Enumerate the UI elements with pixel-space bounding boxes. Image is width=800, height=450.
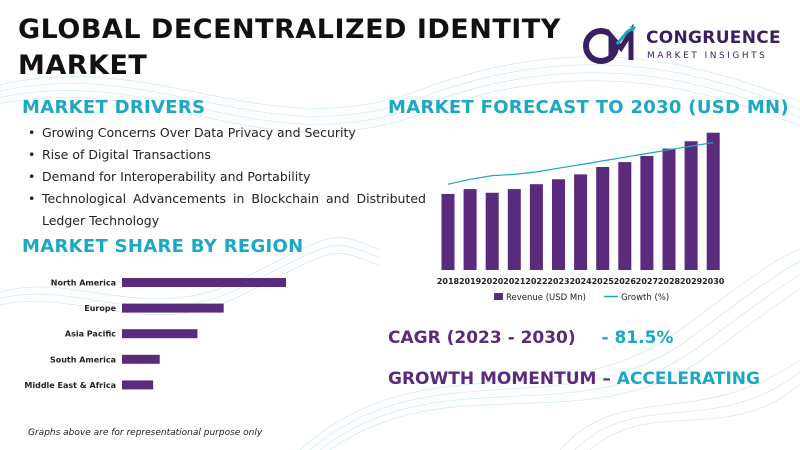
logo-cm-icon (583, 24, 636, 64)
year-tick-label: 2018 (437, 277, 460, 286)
region-bar (122, 329, 198, 339)
revenue-bar (618, 162, 632, 270)
revenue-bar (574, 174, 588, 270)
momentum-value: ACCELERATING (616, 369, 760, 389)
region-bar (122, 380, 154, 390)
legend-revenue-label: Revenue (USD Mn) (506, 293, 586, 303)
disclaimer-note: Graphs above are for representational pu… (28, 428, 263, 438)
revenue-bar (507, 189, 521, 270)
year-tick-label: 2030 (702, 277, 725, 286)
region-bar (122, 354, 160, 364)
revenue-bar (441, 193, 455, 270)
driver-item: Growing Concerns Over Data Privacy and S… (24, 122, 426, 144)
region-tick-label: North America (51, 279, 116, 288)
year-tick-label: 2021 (503, 277, 526, 286)
revenue-bar (596, 167, 610, 270)
region-bar (122, 303, 224, 313)
year-tick-label: 2023 (547, 277, 569, 286)
logo-name: CONGRUENCE (646, 28, 781, 48)
driver-item: Demand for Interoperability and Portabil… (24, 166, 426, 188)
year-tick-label: 2027 (636, 277, 658, 286)
year-tick-label: 2029 (680, 277, 703, 286)
cagr-value: - 81.5% (601, 328, 674, 348)
forecast-heading: MARKET FORECAST TO 2030 (USD MN) (388, 97, 789, 118)
year-tick-label: 2025 (592, 277, 615, 286)
driver-item: Technological Advancements in Blockchain… (24, 188, 426, 232)
region-tick-label: Middle East & Africa (24, 381, 116, 390)
region-heading: MARKET SHARE BY REGION (22, 236, 304, 257)
year-tick-label: 2028 (658, 277, 681, 286)
momentum-row: GROWTH MOMENTUM – ACCELERATING (388, 369, 760, 389)
legend-revenue-swatch (494, 293, 503, 300)
year-tick-label: 2020 (481, 277, 504, 286)
year-tick-label: 2026 (614, 277, 637, 286)
revenue-bar (706, 132, 720, 270)
year-tick-label: 2024 (569, 277, 592, 286)
revenue-bar (485, 192, 499, 270)
revenue-bar (552, 179, 565, 270)
logo-subtitle: MARKET INSIGHTS (647, 51, 768, 61)
drivers-heading: MARKET DRIVERS (22, 97, 206, 118)
momentum-label: GROWTH MOMENTUM (388, 369, 597, 389)
region-bar (122, 278, 286, 287)
cagr-label: CAGR (2023 - 2030) (388, 328, 576, 348)
growth-line (447, 141, 714, 185)
brand-logo: CONGRUENCE MARKET INSIGHTS (583, 24, 793, 68)
region-tick-label: South America (50, 355, 116, 364)
year-tick-label: 2022 (525, 277, 547, 286)
momentum-separator: – (602, 369, 611, 389)
revenue-bar (463, 189, 477, 270)
cagr-row: CAGR (2023 - 2030) - 81.5% (388, 328, 673, 348)
region-tick-label: Asia Pacific (65, 330, 116, 339)
revenue-bar (662, 148, 676, 270)
year-tick-label: 2019 (459, 277, 482, 286)
drivers-list: Growing Concerns Over Data Privacy and S… (24, 122, 426, 232)
page-title: GLOBAL DECENTRALIZED IDENTITY MARKET (18, 14, 561, 81)
driver-item: Rise of Digital Transactions (24, 144, 426, 166)
revenue-bar (640, 155, 654, 270)
region-tick-label: Europe (84, 304, 116, 313)
legend-growth-label: Growth (%) (621, 293, 669, 303)
revenue-bar (529, 184, 543, 270)
revenue-bar (684, 141, 698, 270)
